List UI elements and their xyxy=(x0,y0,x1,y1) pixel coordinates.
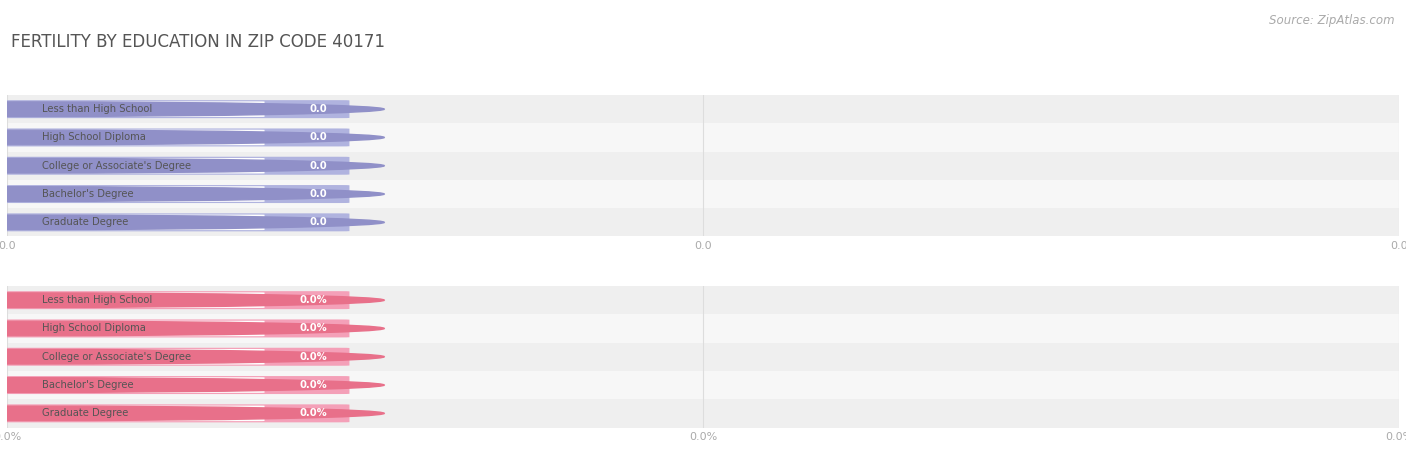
Text: Less than High School: Less than High School xyxy=(42,295,152,305)
Text: 0.0%: 0.0% xyxy=(299,380,328,390)
FancyBboxPatch shape xyxy=(7,406,264,421)
FancyBboxPatch shape xyxy=(7,293,264,308)
Bar xyxy=(7,208,1399,237)
Text: 0.0: 0.0 xyxy=(309,104,328,114)
FancyBboxPatch shape xyxy=(7,158,264,173)
Text: High School Diploma: High School Diploma xyxy=(42,133,146,142)
Text: 0.0%: 0.0% xyxy=(299,295,328,305)
FancyBboxPatch shape xyxy=(7,349,264,364)
Circle shape xyxy=(0,187,384,201)
FancyBboxPatch shape xyxy=(7,130,264,145)
Text: 0.0%: 0.0% xyxy=(299,352,328,362)
Circle shape xyxy=(0,406,384,421)
Circle shape xyxy=(0,293,384,307)
Text: 0.0: 0.0 xyxy=(309,189,328,199)
Bar xyxy=(7,371,1399,399)
Circle shape xyxy=(0,321,384,336)
FancyBboxPatch shape xyxy=(0,404,350,422)
Text: 0.0: 0.0 xyxy=(309,133,328,142)
Circle shape xyxy=(0,215,384,230)
Text: 0.0: 0.0 xyxy=(309,218,328,228)
Text: Graduate Degree: Graduate Degree xyxy=(42,408,128,418)
Bar xyxy=(7,95,1399,124)
FancyBboxPatch shape xyxy=(7,377,264,393)
Circle shape xyxy=(0,378,384,392)
Circle shape xyxy=(0,158,384,173)
Circle shape xyxy=(0,102,384,116)
Text: Source: ZipAtlas.com: Source: ZipAtlas.com xyxy=(1270,14,1395,27)
Circle shape xyxy=(0,350,384,364)
FancyBboxPatch shape xyxy=(7,215,264,230)
Bar xyxy=(7,286,1399,314)
Text: Bachelor's Degree: Bachelor's Degree xyxy=(42,380,134,390)
Text: 0.0: 0.0 xyxy=(309,161,328,171)
Text: High School Diploma: High School Diploma xyxy=(42,323,146,333)
FancyBboxPatch shape xyxy=(0,185,350,203)
FancyBboxPatch shape xyxy=(7,101,264,117)
Text: 0.0%: 0.0% xyxy=(299,323,328,333)
Bar xyxy=(7,124,1399,152)
FancyBboxPatch shape xyxy=(7,321,264,336)
FancyBboxPatch shape xyxy=(7,186,264,202)
Text: FERTILITY BY EDUCATION IN ZIP CODE 40171: FERTILITY BY EDUCATION IN ZIP CODE 40171 xyxy=(11,33,385,51)
FancyBboxPatch shape xyxy=(0,100,350,118)
Text: Bachelor's Degree: Bachelor's Degree xyxy=(42,189,134,199)
FancyBboxPatch shape xyxy=(0,348,350,366)
Text: Less than High School: Less than High School xyxy=(42,104,152,114)
Text: Graduate Degree: Graduate Degree xyxy=(42,218,128,228)
Circle shape xyxy=(0,130,384,145)
Bar xyxy=(7,152,1399,180)
FancyBboxPatch shape xyxy=(0,291,350,309)
Text: 0.0%: 0.0% xyxy=(299,408,328,418)
FancyBboxPatch shape xyxy=(0,128,350,146)
Bar xyxy=(7,342,1399,371)
Bar xyxy=(7,314,1399,342)
FancyBboxPatch shape xyxy=(0,320,350,337)
Text: College or Associate's Degree: College or Associate's Degree xyxy=(42,352,191,362)
Bar xyxy=(7,180,1399,208)
FancyBboxPatch shape xyxy=(0,376,350,394)
FancyBboxPatch shape xyxy=(0,213,350,231)
Text: College or Associate's Degree: College or Associate's Degree xyxy=(42,161,191,171)
FancyBboxPatch shape xyxy=(0,157,350,175)
Bar xyxy=(7,399,1399,428)
